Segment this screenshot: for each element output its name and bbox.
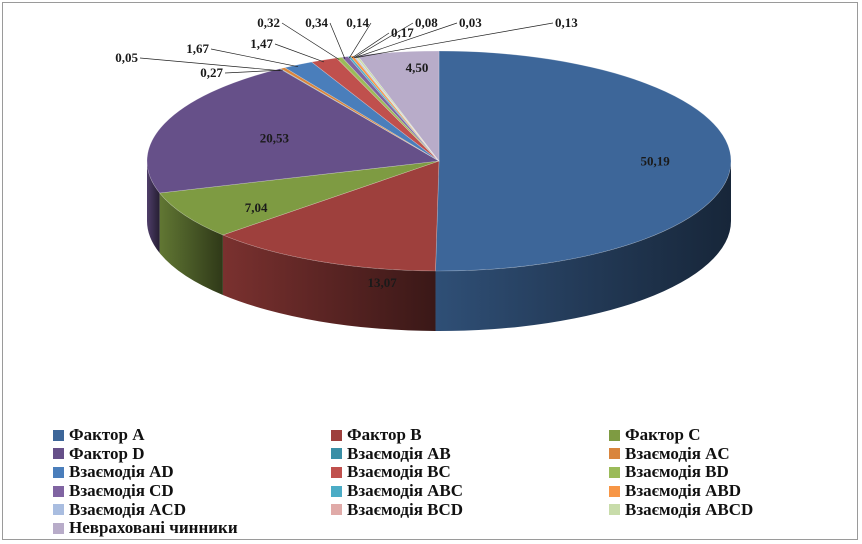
pie-slice-взаємодія-ac [279, 67, 440, 162]
data-label-фактор-d: 20,53 [260, 130, 290, 145]
leader-line-взаємодія-ab [139, 57, 281, 72]
data-label-взаємодія-cd: 0,34 [305, 15, 328, 30]
data-label-взаємодія-bc: 1,47 [250, 36, 273, 51]
legend-swatch [609, 504, 620, 516]
pie-side-фактор-b [222, 234, 436, 331]
legend-label: Взаємодія AC [625, 443, 730, 463]
leader-line-взаємодія-abc [348, 22, 372, 59]
legend-label: Взаємодія ABD [625, 481, 742, 501]
legend-label: Взаємодія BCD [347, 499, 464, 519]
legend-swatch [53, 466, 64, 478]
legend-item-взаємодія-acd: Взаємодія ACD [53, 500, 331, 519]
pie-sides [147, 161, 731, 331]
legend-label: Взаємодія ABC [347, 481, 464, 501]
leader-line-взаємодія-acd [353, 22, 414, 59]
legend-swatch [331, 448, 342, 460]
pie-slice-взаємодія-ad [284, 61, 440, 162]
data-label-взаємодія-abc: 0,14 [346, 15, 369, 30]
legend-item-взаємодія-bc: Взаємодія BC [331, 462, 609, 482]
data-label-взаємодія-ac: 0,27 [200, 65, 223, 80]
legend-swatch [53, 485, 64, 497]
leader-line-взаємодія-abcd [356, 22, 554, 58]
data-labels: 50,19 13,07 7,04 20,53 0,05 0,27 1,67 1,47 0,32 0… [115, 15, 670, 290]
legend-swatch [609, 429, 620, 441]
legend-label: Фактор A [69, 425, 145, 445]
leader-line-взаємодія-ac [224, 69, 283, 74]
legend-swatch [331, 466, 342, 478]
pie-side-фактор-a [435, 161, 731, 331]
leader-line-взаємодія-bcd [354, 22, 458, 58]
legend-item-фактор-b: Фактор B [331, 425, 609, 445]
legend-item-неврахованi-чинники: Неврахованi чинники [53, 518, 331, 538]
legend-label: Взаємодія ABCD [625, 499, 754, 519]
legend-item-взаємодія-abcd: Взаємодія ABCD [609, 500, 849, 519]
legend-swatch [53, 504, 64, 516]
leader-line-взаємодія-bc [274, 43, 325, 63]
legend-item-фактор-d: Фактор D [53, 443, 331, 464]
legend-label: Взаємодія BC [347, 462, 451, 482]
legend-item-взаємодія-abd: Взаємодія ABD [609, 481, 849, 501]
leader-line-взаємодія-ad [210, 48, 299, 67]
pie-slice-фактор-c [159, 160, 440, 236]
legend-swatch [609, 448, 620, 460]
legend-swatch [609, 466, 620, 478]
pie-slice-взаємодія-ab [279, 68, 440, 162]
leader-line-взаємодія-cd [329, 22, 346, 59]
pie-side-фактор-d [147, 161, 160, 254]
data-label-фактор-a: 50,19 [640, 153, 670, 168]
legend-label: Взаємодія CD [69, 481, 174, 501]
data-label-взаємодія-abd: 0,17 [391, 25, 414, 40]
legend-swatch [331, 504, 342, 516]
legend-item-взаємодія-ad: Взаємодія AD [53, 462, 331, 482]
leader-line-взаємодія-abd [351, 32, 390, 59]
data-label-взаємодія-ab: 0,05 [115, 50, 138, 65]
legend-swatch [331, 485, 342, 497]
legend-swatch [331, 429, 342, 441]
legend-swatch [53, 429, 64, 441]
legend-label: Фактор B [347, 425, 422, 445]
data-label-фактор-c: 7,04 [245, 200, 268, 215]
legend: Фактор A Фактор B Фактор C Фактор D Взаємоді… [53, 425, 853, 538]
pie-tops [146, 50, 732, 272]
pie-slice-фактор-a [435, 50, 732, 272]
leader-lines [139, 22, 554, 74]
pie-chart: 50,19 13,07 7,04 20,53 0,05 0,27 1,67 1,47 0,32 0… [115, 15, 732, 331]
legend-swatch [609, 485, 620, 497]
pie-slice-фактор-d [146, 68, 440, 194]
legend-label: Фактор D [69, 443, 145, 463]
data-label-взаємодія-ad: 1,67 [186, 41, 209, 56]
legend-item-взаємодія-ab: Взаємодія AB [331, 443, 609, 464]
data-label-неврахованi-чинники: 4,50 [406, 60, 429, 75]
legend-label: Взаємодія AD [69, 462, 174, 482]
legend-label: Фактор C [625, 425, 701, 445]
legend-label: Взаємодія ACD [69, 499, 186, 519]
pie-slice-фактор-b [222, 160, 440, 272]
pie-side-фактор-c [159, 193, 223, 295]
legend-item-взаємодія-bcd: Взаємодія BCD [331, 500, 609, 519]
legend-item-взаємодія-abc: Взаємодія ABC [331, 481, 609, 501]
legend-swatch [53, 448, 64, 460]
legend-item-взаємодія-bd: Взаємодія BD [609, 462, 849, 482]
legend-label: Взаємодія BD [625, 462, 729, 482]
legend-label: Взаємодія AB [347, 443, 451, 463]
data-label-взаємодія-bd: 0,32 [257, 15, 280, 30]
legend-swatch [53, 522, 64, 534]
legend-item-взаємодія-ac: Взаємодія AC [609, 443, 849, 464]
data-label-фактор-b: 13,07 [368, 275, 398, 290]
pie-slice-взаємодія-cd [341, 56, 440, 162]
data-label-взаємодія-acd: 0,08 [415, 15, 438, 30]
legend-item-фактор-a: Фактор A [53, 425, 331, 445]
legend-item-взаємодія-cd: Взаємодія CD [53, 481, 331, 501]
legend-item-фактор-c: Фактор C [609, 425, 849, 445]
data-label-взаємодія-bcd: 0,03 [459, 15, 482, 30]
leader-line-взаємодія-bd [281, 22, 340, 60]
legend-label: Неврахованi чинники [69, 518, 238, 538]
data-label-взаємодія-abcd: 0,13 [555, 15, 578, 30]
